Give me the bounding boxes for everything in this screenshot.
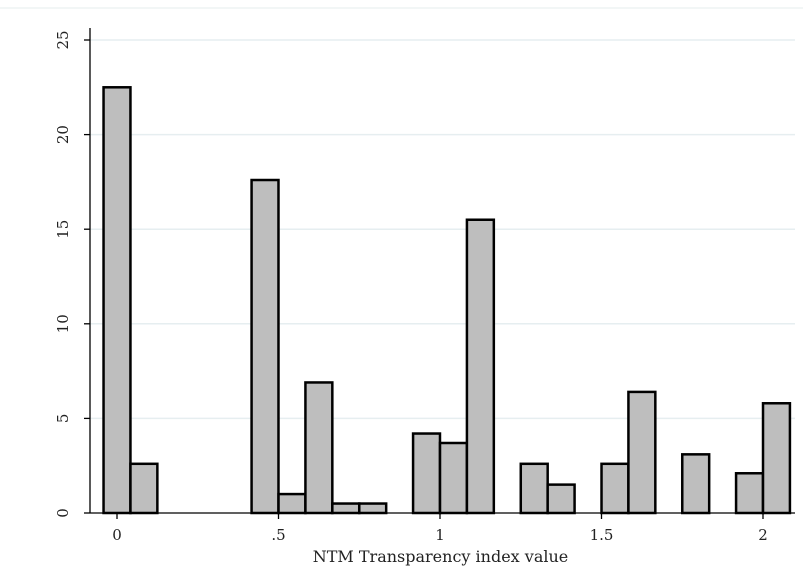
x-tick-label: .5 (271, 526, 285, 544)
y-axis-ticks: 0 5 10 15 20 25 (54, 30, 90, 518)
histogram-bar (331, 502, 361, 515)
histogram-bar (102, 86, 132, 515)
y-tick-label: 25 (54, 30, 72, 49)
histogram-bar (358, 502, 388, 515)
histogram-bar (250, 178, 280, 515)
histogram-bar (465, 218, 496, 515)
histogram-bar (129, 462, 159, 515)
x-axis-title: NTM Transparency index value (313, 547, 569, 566)
y-tick-label: 15 (54, 220, 72, 239)
histogram-bar (681, 453, 711, 515)
bars (102, 86, 792, 515)
x-tick-label: 0 (112, 526, 122, 544)
x-tick-label: 1 (435, 526, 445, 544)
y-tick-label: 5 (54, 414, 72, 424)
x-tick-label: 1.5 (590, 526, 614, 544)
histogram-bar (734, 472, 765, 515)
y-tick-label: 20 (54, 125, 72, 144)
x-axis-ticks: 0 .5 1 1.5 2 (112, 513, 768, 544)
histogram-bar (546, 483, 576, 515)
histogram-bar (438, 441, 469, 515)
axes (89, 28, 795, 514)
histogram-bar (627, 390, 657, 515)
y-tick-label: 10 (54, 314, 72, 333)
histogram-bar (411, 432, 442, 515)
histogram-bar (304, 381, 334, 515)
histogram-bar (600, 462, 630, 515)
y-tick-label: 0 (54, 508, 72, 518)
histogram-bar (277, 492, 307, 515)
histogram-bar (519, 462, 549, 515)
grid-lines (90, 39, 795, 420)
histogram-bar (761, 402, 792, 515)
x-tick-label: 2 (758, 526, 768, 544)
